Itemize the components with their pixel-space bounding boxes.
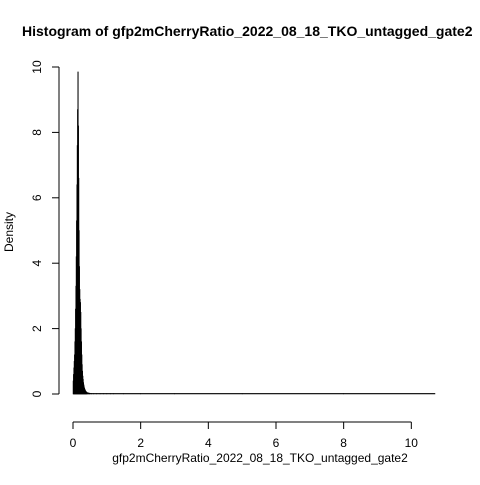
histogram-bar	[113, 393, 124, 395]
histogram-bar	[89, 393, 92, 395]
x-tick-label: 6	[273, 436, 280, 450]
histogram-bar	[96, 393, 101, 395]
x-axis-label: gfp2mCherryRatio_2022_08_18_TKO_untagged…	[112, 451, 408, 465]
histogram-bar	[241, 393, 344, 395]
x-tick-label: 2	[137, 436, 144, 450]
histogram-bar	[174, 393, 243, 395]
y-tick-label: 6	[30, 194, 44, 201]
histogram-bar	[343, 393, 436, 395]
histogram-bar	[109, 393, 114, 395]
x-tick-label: 0	[70, 436, 77, 450]
y-tick-label: 4	[30, 260, 44, 267]
y-axis: 0 2 4 6 8 10	[30, 60, 60, 397]
y-tick-label: 10	[30, 60, 44, 74]
histogram-bars	[72, 71, 436, 395]
y-tick-label: 8	[30, 129, 44, 136]
y-axis-label: Density	[2, 212, 16, 252]
y-tick-label: 0	[30, 390, 44, 397]
x-tick-label: 8	[340, 436, 347, 450]
histogram-bar	[99, 393, 104, 395]
histogram-bar	[91, 393, 94, 395]
y-tick-label: 2	[30, 325, 44, 332]
histogram-bar	[123, 393, 141, 395]
x-axis: 0 2 4 6 8 10	[70, 421, 419, 450]
histogram-bar	[106, 393, 111, 395]
histogram-bar	[140, 393, 175, 395]
chart-title: Histogram of gfp2mCherryRatio_2022_08_18…	[22, 23, 473, 39]
x-tick-label: 4	[205, 436, 212, 450]
x-tick-label: 10	[405, 436, 419, 450]
histogram-bar	[103, 393, 108, 395]
histogram-bar	[93, 393, 97, 395]
